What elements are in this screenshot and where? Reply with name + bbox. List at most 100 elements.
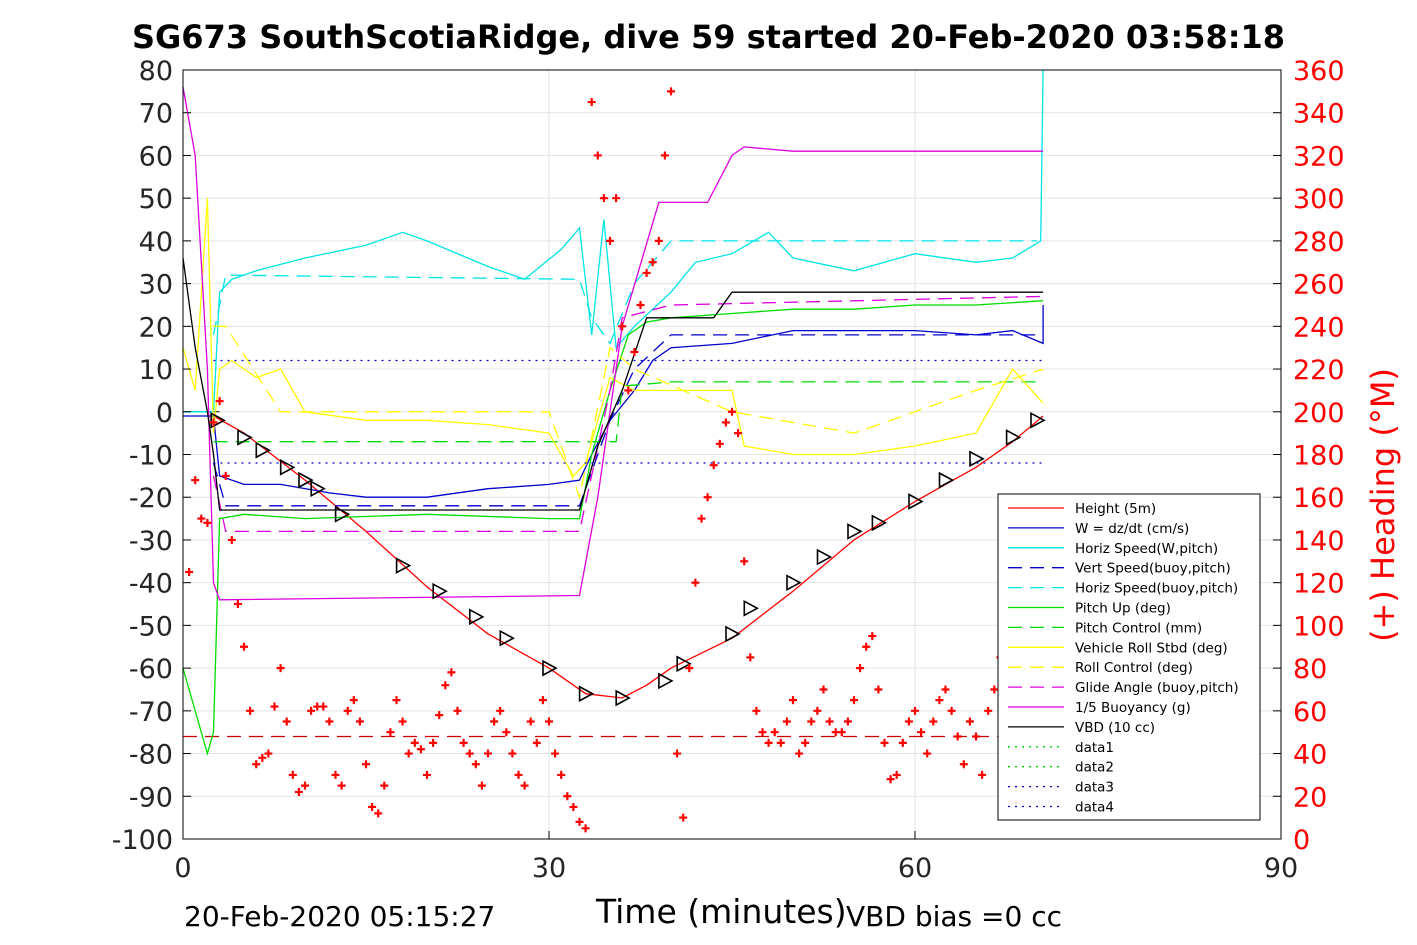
heading-point [795, 749, 804, 758]
heading-point [880, 738, 889, 747]
heading-point [233, 600, 242, 609]
heading-point [972, 732, 980, 741]
y-tick-label: -100 [112, 825, 173, 856]
series-line-0 [213, 415, 1044, 699]
y-tick-label: -30 [129, 526, 173, 557]
heading-point [209, 418, 218, 427]
heading-point [825, 717, 834, 726]
x-tick-label: 90 [1264, 853, 1298, 884]
dive-marker-triangle [310, 480, 326, 498]
dive-marker-triangle [908, 493, 924, 510]
y-tick-label: 50 [139, 184, 173, 215]
heading-point [892, 770, 901, 779]
dive-marker-triangle [334, 505, 351, 523]
legend-label-0: Height (5m) [1075, 501, 1156, 517]
legend-label-7: Vehicle Roll Stbd (deg) [1075, 640, 1228, 656]
legend-label-14: data3 [1075, 780, 1114, 796]
heading-point [447, 668, 456, 677]
heading-point [502, 728, 511, 737]
heading-point [221, 471, 230, 480]
heading-point [630, 347, 639, 356]
dive-marker-triangle [658, 672, 674, 690]
y-tick-label: 40 [139, 227, 173, 258]
heading-point [935, 696, 944, 705]
dive-marker-triangle [499, 629, 515, 647]
heading-point [325, 717, 334, 726]
dive-marker-triangle [871, 514, 888, 532]
heading-point [416, 745, 425, 754]
heading-point [270, 702, 279, 711]
heading-point [435, 711, 444, 720]
heading-point [654, 236, 663, 245]
heading-point [508, 749, 517, 758]
y2-tick-label: 240 [1293, 312, 1345, 343]
heading-point [185, 567, 194, 576]
legend-label-9: Glide Angle (buoy,pitch) [1075, 680, 1239, 696]
series-line-5 [182, 300, 1044, 756]
heading-point [917, 728, 926, 737]
heading-point [288, 770, 297, 779]
y-tick-label: -80 [129, 740, 173, 771]
dive-marker-triangle [468, 608, 485, 626]
heading-point [331, 770, 340, 779]
dive-marker-triangle [255, 441, 271, 459]
heading-point [599, 194, 608, 203]
legend-label-6: Pitch Control (mm) [1075, 620, 1202, 636]
y2-tick-label: 300 [1293, 184, 1345, 215]
heading-point [709, 461, 718, 470]
y2-tick-label: 100 [1293, 611, 1345, 642]
heading-point [514, 770, 523, 779]
heading-point [526, 717, 535, 726]
heading-point [660, 151, 669, 160]
y2-tick-label: 360 [1293, 56, 1345, 87]
heading-point [758, 728, 767, 737]
heading-point [203, 518, 212, 527]
y-tick-label: 70 [139, 99, 173, 130]
heading-point [856, 664, 865, 673]
heading-point [618, 322, 627, 331]
dive-marker-triangle [432, 582, 448, 600]
y-tick-label: -70 [129, 697, 173, 728]
y2-tick-label: 220 [1293, 355, 1345, 386]
heading-point [978, 770, 987, 779]
heading-point [258, 753, 267, 762]
y2-tick-label: 20 [1293, 782, 1327, 813]
plot-timestamp: 20-Feb-2020 05:15:27 [184, 900, 496, 933]
heading-point [703, 493, 712, 502]
series-line-6 [213, 381, 1044, 443]
right-axis-label: (+) Heading (°M) [1364, 368, 1402, 642]
legend-label-5: Pitch Up (deg) [1075, 601, 1171, 617]
legend-label-15: data4 [1075, 800, 1114, 816]
dive-marker-triangle [1005, 429, 1022, 446]
dive-marker-triangle [237, 429, 253, 446]
heading-point [782, 717, 791, 726]
heading-point [752, 706, 761, 715]
heading-point [294, 788, 303, 797]
x-tick-label: 0 [174, 853, 191, 884]
heading-point [941, 685, 950, 694]
heading-point [667, 87, 675, 96]
heading-point [301, 781, 309, 790]
heading-point [734, 429, 743, 438]
y2-tick-label: 0 [1293, 825, 1310, 856]
dive-marker-triangle [615, 689, 631, 707]
axes-layer: -100-90-80-70-60-50-40-30-20-10010203040… [112, 56, 1345, 884]
y2-tick-label: 180 [1293, 441, 1345, 472]
y2-tick-label: 200 [1293, 398, 1345, 429]
heading-point [911, 706, 919, 715]
y2-tick-label: 260 [1293, 270, 1345, 301]
dive-marker-triangle [969, 450, 985, 468]
dive-marker-triangle [743, 599, 759, 617]
heading-point [392, 696, 401, 705]
heading-point [465, 749, 474, 758]
heading-point [697, 514, 706, 523]
heading-point [538, 696, 547, 705]
legend-label-3: Vert Speed(buoy,pitch) [1075, 561, 1231, 577]
series-line-10 [182, 86, 1044, 601]
heading-point [587, 98, 596, 107]
heading-point [868, 632, 877, 641]
heading-point [575, 817, 584, 826]
heading-point [282, 717, 291, 726]
heading-point [947, 706, 956, 715]
